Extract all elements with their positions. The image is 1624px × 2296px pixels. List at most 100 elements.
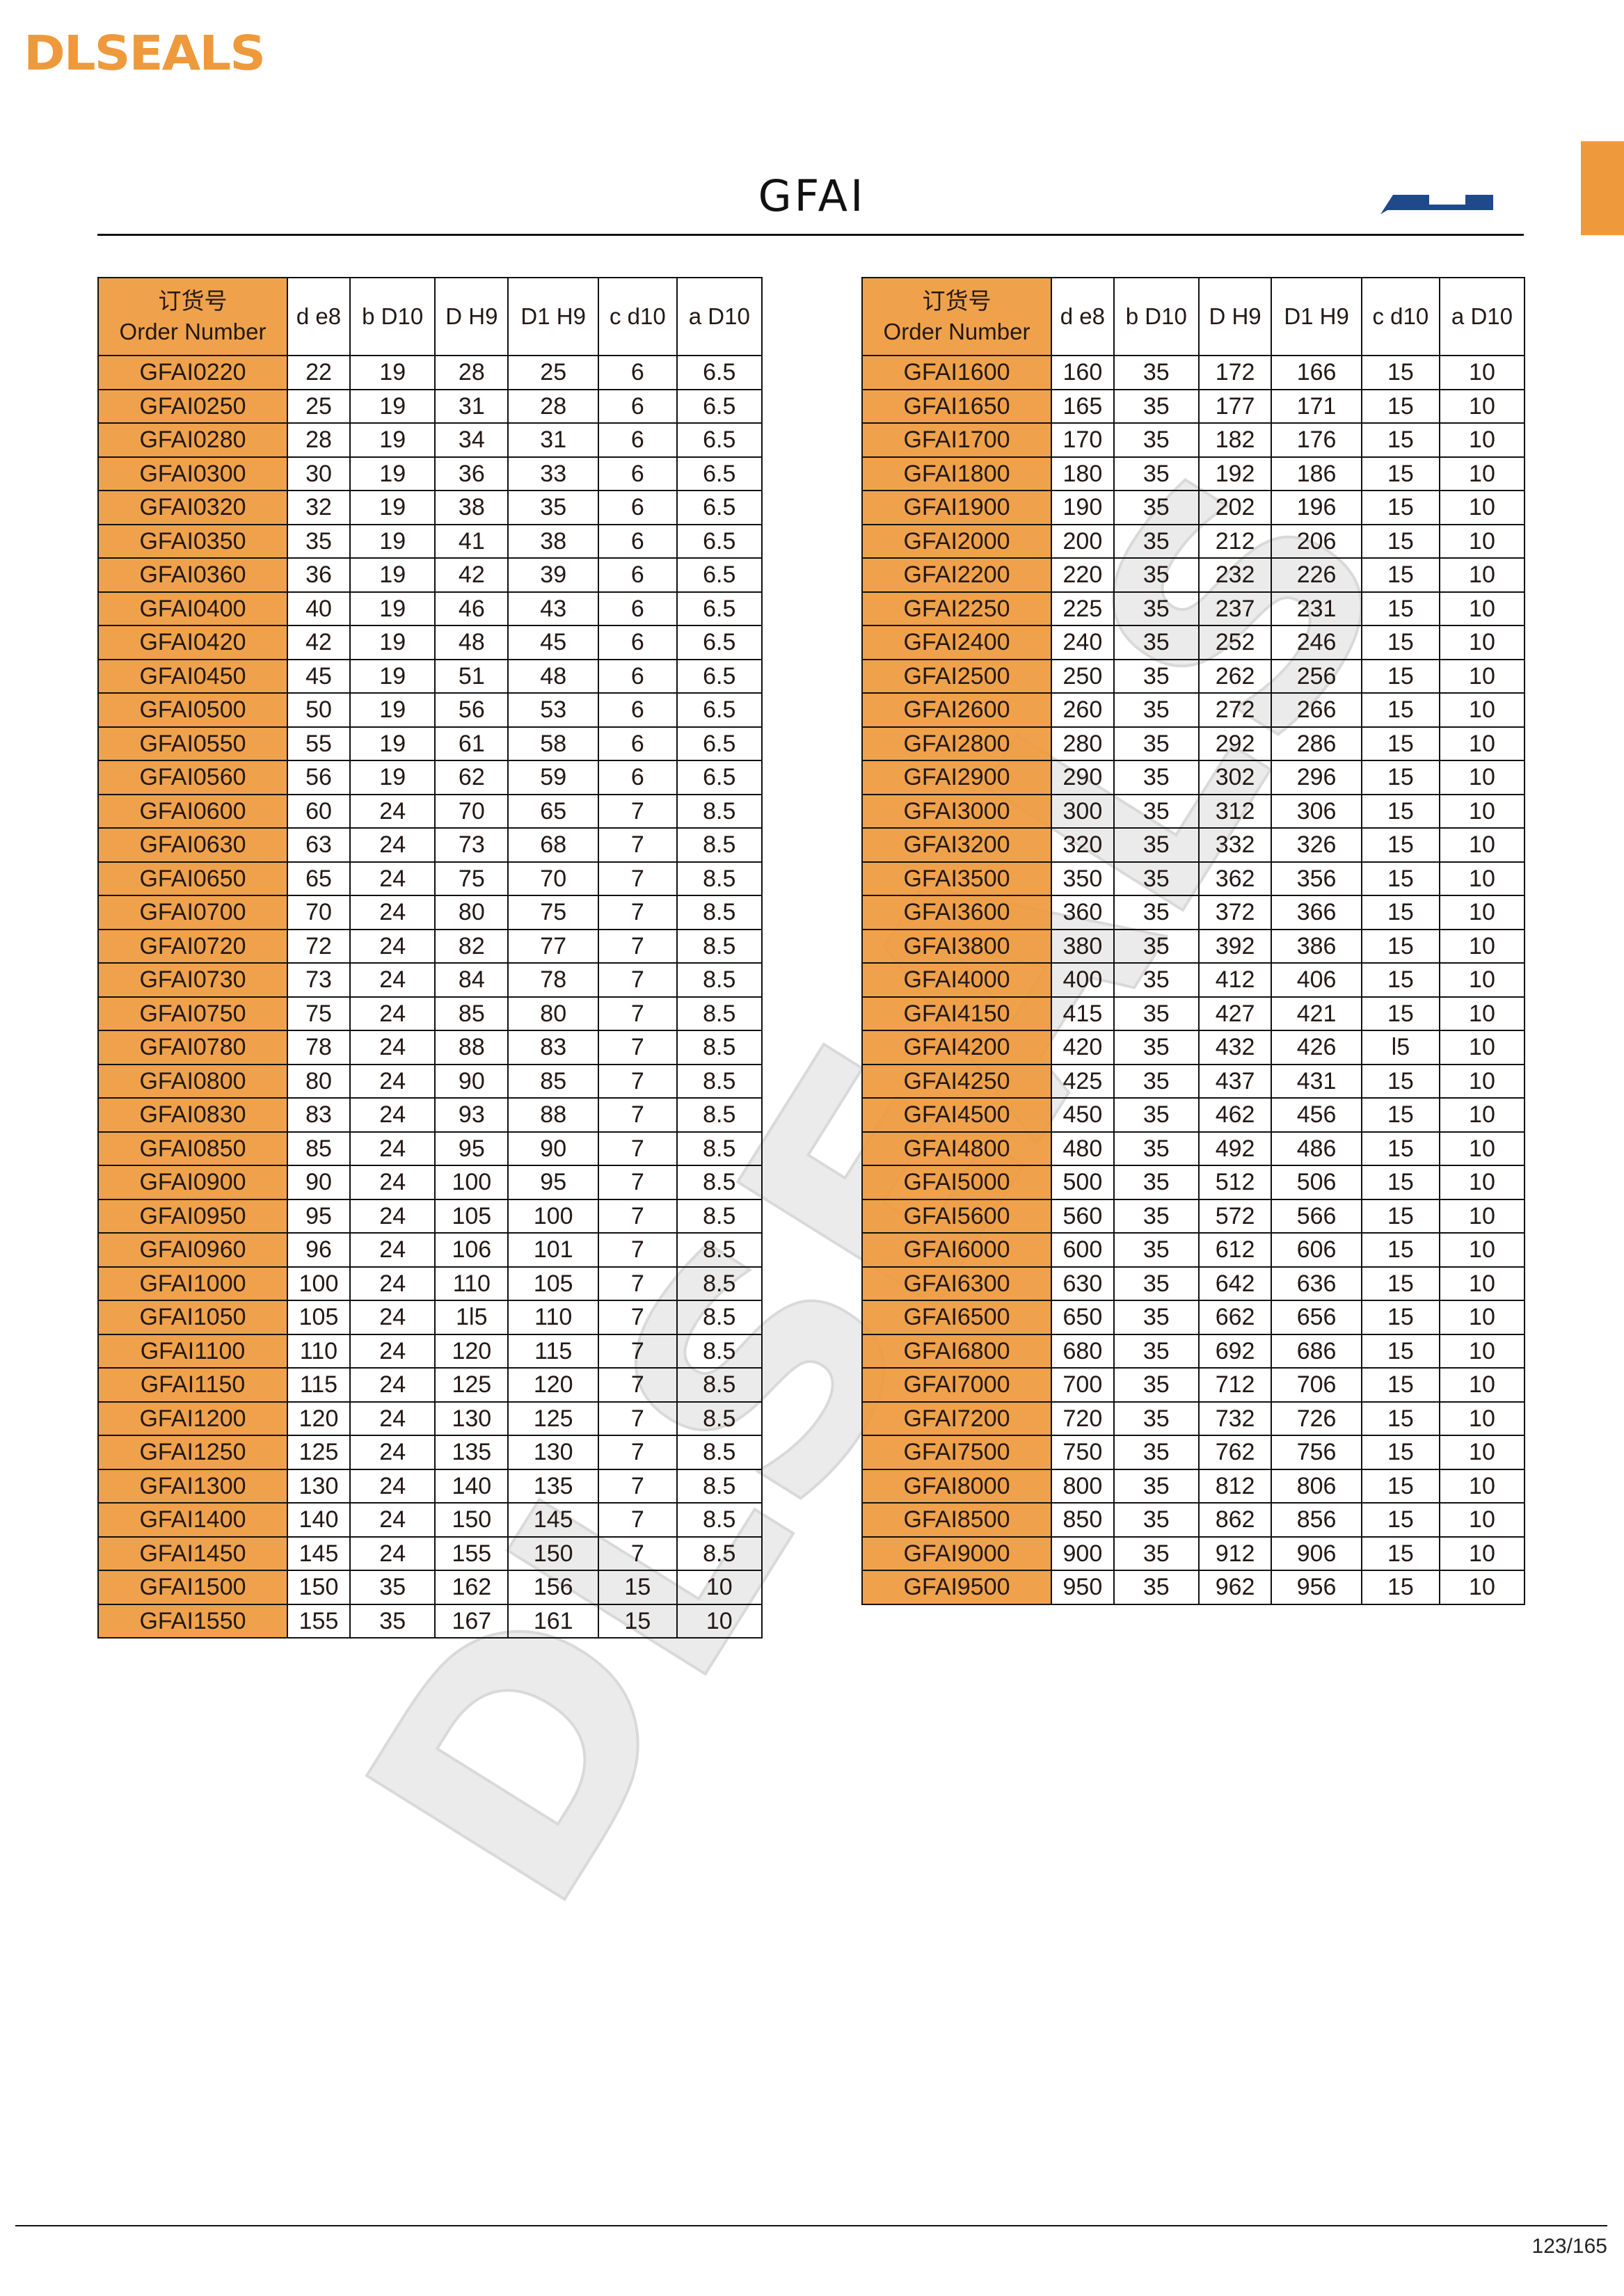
table-row: GFAI4250 425 35 437 431 15 10 [861,1063,1526,1099]
cell-order-number: GFAI1900 [861,490,1052,525]
cell-d: 63 [287,827,351,863]
cell-b: 35 [1113,726,1200,761]
cell-D1: 906 [1271,1536,1362,1571]
cell-a: 10 [1438,1333,1526,1369]
cell-d: 100 [287,1266,351,1301]
cell-c: 15 [1360,1198,1440,1234]
cell-d: 900 [1051,1536,1115,1571]
cell-a: 8.5 [676,1367,763,1403]
cell-d: 250 [1051,658,1115,694]
cell-D1: 150 [507,1536,600,1571]
cell-D: 84 [434,962,509,998]
cell-b: 19 [349,388,436,424]
cell-c: 15 [1360,490,1440,525]
cell-b: 24 [349,962,436,998]
table-body-left: GFAI0220 22 19 28 25 6 6.5 GFAI0250 25 19 31 28 6 6.5… [97,355,763,1639]
cell-order-number: GFAI0900 [97,1165,288,1200]
cell-b: 19 [349,658,436,694]
table-header-row: 订货号 Order Number d e8 b D10 D H9 D1 H9 c … [861,277,1526,356]
cell-b: 24 [349,861,436,896]
cell-order-number: GFAI4150 [861,996,1052,1031]
cell-D1: 35 [507,490,600,525]
cell-a: 10 [1438,1030,1526,1065]
cell-D1: 77 [507,928,600,964]
cell-D: 88 [434,1030,509,1065]
cell-a: 10 [1438,726,1526,761]
cell-a: 10 [1438,388,1526,424]
cell-c: 6 [598,557,678,593]
cell-d: 500 [1051,1165,1115,1200]
cell-D1: 176 [1271,422,1362,458]
cell-c: 15 [1360,928,1440,964]
cell-d: 415 [1051,996,1115,1031]
cell-D: 51 [434,658,509,694]
cell-D1: 171 [1271,388,1362,424]
cell-D1: 110 [507,1300,600,1335]
table-row: GFAI1650 165 35 177 171 15 10 [861,388,1526,424]
cell-b: 19 [349,692,436,728]
cell-b: 35 [1113,422,1200,458]
cell-D: 80 [434,895,509,930]
cell-a: 10 [1438,1367,1526,1403]
cell-d: 290 [1051,760,1115,795]
cell-b: 24 [349,1502,436,1538]
cell-D: 41 [434,523,509,559]
cell-order-number: GFAI0280 [97,422,288,458]
cell-c: 6 [598,591,678,626]
cell-d: 190 [1051,490,1115,525]
cell-D: 272 [1197,692,1273,728]
cell-a: 8.5 [676,793,763,829]
cell-a: 8.5 [676,928,763,964]
cell-b: 19 [349,355,436,390]
cell-d: 200 [1051,523,1115,559]
cell-a: 10 [1438,1063,1526,1099]
table-row: GFAI3000 300 35 312 306 15 10 [861,793,1526,829]
cell-b: 24 [349,1198,436,1234]
cell-d: 78 [287,1030,351,1065]
cell-b: 24 [349,1030,436,1065]
cell-d: 480 [1051,1131,1115,1166]
cell-b: 24 [349,1401,436,1436]
cell-d: 125 [287,1435,351,1470]
cell-c: 7 [598,1131,678,1166]
header-a: a D10 [676,277,763,356]
cell-b: 35 [1113,388,1200,424]
cell-d: 115 [287,1367,351,1403]
cell-c: 7 [598,1401,678,1436]
cell-D: 75 [434,861,509,896]
cell-D: 412 [1197,962,1273,998]
cell-b: 35 [1113,1131,1200,1166]
cell-D1: 356 [1271,861,1362,896]
cell-d: 28 [287,422,351,458]
cell-c: 15 [1360,591,1440,626]
cell-a: 10 [1438,962,1526,998]
cell-D: 662 [1197,1300,1273,1335]
cell-d: 32 [287,490,351,525]
cell-D: 332 [1197,827,1273,863]
table-row: GFAI1050 105 24 1l5 110 7 8.5 [97,1300,763,1335]
cell-a: 6.5 [676,760,763,795]
cell-order-number: GFAI1050 [97,1300,288,1335]
cell-c: 6 [598,355,678,390]
table-row: GFAI0720 72 24 82 77 7 8.5 [97,928,763,964]
table-row: GFAI6300 630 35 642 636 15 10 [861,1266,1526,1301]
cell-D: 762 [1197,1435,1273,1470]
cell-c: 15 [1360,692,1440,728]
cell-a: 8.5 [676,1198,763,1234]
cell-c: 15 [1360,996,1440,1031]
cell-a: 10 [676,1603,763,1639]
cell-d: 130 [287,1468,351,1504]
cell-a: 10 [1438,1165,1526,1200]
cell-order-number: GFAI0730 [97,962,288,998]
table-row: GFAI0350 35 19 41 38 6 6.5 [97,523,763,559]
table-row: GFAI8000 800 35 812 806 15 10 [861,1468,1526,1504]
cell-D: 812 [1197,1468,1273,1504]
cell-c: 15 [1360,1300,1440,1335]
cell-d: 150 [287,1570,351,1605]
cell-D: 302 [1197,760,1273,795]
cell-D1: 43 [507,591,600,626]
cell-D: 90 [434,1063,509,1099]
cell-D1: 156 [507,1570,600,1605]
cell-D1: 506 [1271,1165,1362,1200]
table-row: GFAI8500 850 35 862 856 15 10 [861,1502,1526,1538]
